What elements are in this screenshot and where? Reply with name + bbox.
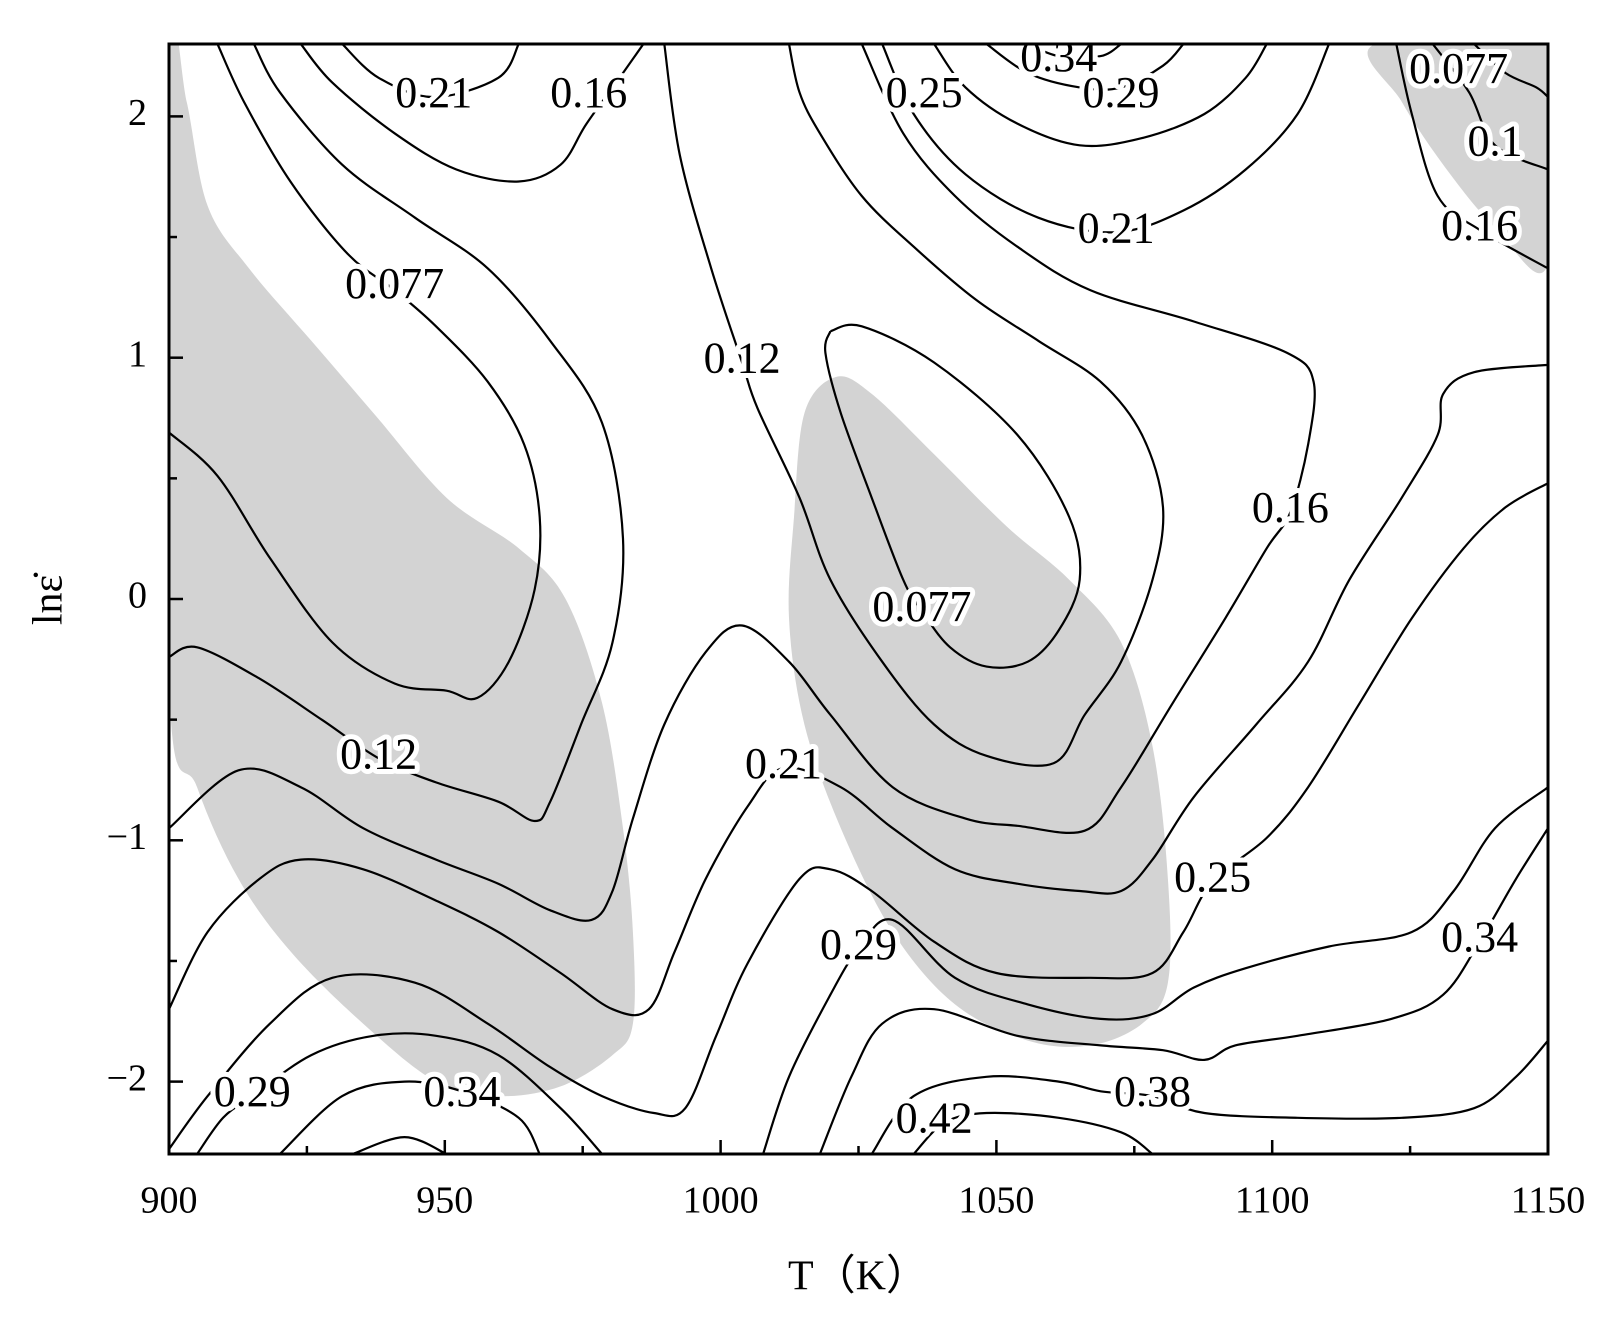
y-axis-label: lnε̇ [26, 572, 72, 625]
contour-line [881, 44, 1331, 234]
contour-line [663, 44, 1165, 767]
contour-line [169, 482, 1548, 1150]
x-tick-label: 1050 [958, 1180, 1034, 1222]
contour-label: 0.21 [1078, 203, 1155, 252]
contour-label: 0.16 [550, 68, 627, 117]
x-tick-label: 950 [416, 1180, 473, 1222]
contour-label: 0.21 [395, 68, 472, 117]
contour-line [1027, 44, 1122, 59]
contour-line [196, 1032, 603, 1154]
contour-label: 0.42 [896, 1094, 973, 1143]
contour-label: 0.29 [1083, 68, 1160, 117]
y-tick-label: 1 [128, 333, 147, 375]
contour-label: 0.21 [745, 739, 822, 788]
contour-line [985, 44, 1185, 91]
contour-label: 0.12 [340, 729, 417, 778]
x-tick-label: 1150 [1511, 1180, 1586, 1222]
contour-line [912, 1111, 1154, 1154]
contour-label: 0.38 [1114, 1067, 1191, 1116]
y-tick-label: −1 [107, 816, 147, 858]
contour-label: 0.29 [820, 920, 897, 969]
contour-label: 0.077 [345, 259, 444, 308]
contour-label: 0.077 [1409, 44, 1508, 93]
contour-line [933, 44, 1268, 148]
unstable-region [169, 44, 635, 1097]
unstable-region [788, 376, 1171, 1047]
contour-line [870, 1039, 1548, 1154]
x-tick-label: 900 [141, 1180, 198, 1222]
contour-line [279, 1080, 541, 1154]
contour-line [169, 363, 1548, 1017]
contour-label: 0.34 [1441, 913, 1518, 962]
contour-line [1395, 44, 1548, 270]
contour-label: 0.25 [886, 68, 963, 117]
y-tick-label: 0 [128, 575, 147, 617]
contour-label: 0.25 [1174, 852, 1251, 901]
contour-label: 0.077 [872, 582, 971, 631]
contour-line [169, 44, 542, 701]
contour-label: 0.34 [423, 1067, 500, 1116]
contour-line [299, 44, 645, 183]
x-axis-label: T（K） [788, 1254, 928, 1300]
x-tick-label: 1100 [1235, 1180, 1310, 1222]
contour-line [762, 786, 1548, 1154]
contour-line [169, 44, 625, 823]
contour-label: 0.12 [704, 334, 781, 383]
contour-line [341, 44, 520, 99]
contour-line [823, 323, 1082, 669]
x-tick-label: 1000 [683, 1180, 759, 1222]
contour-line [1473, 44, 1548, 98]
contour-line [1431, 44, 1548, 171]
contour-label: 0.34 [1020, 32, 1097, 81]
contour-line [818, 827, 1548, 1154]
contour-label: 0.16 [1252, 483, 1329, 532]
contour-line [352, 1136, 447, 1154]
unstable-region [1367, 44, 1548, 273]
contour-label: 0.16 [1441, 201, 1518, 250]
contour-label: 0.1 [1468, 116, 1523, 165]
contour-label: 0.29 [214, 1067, 291, 1116]
y-tick-label: −2 [107, 1057, 147, 1099]
y-tick-label: 2 [128, 92, 147, 134]
contour-line [169, 44, 1316, 922]
